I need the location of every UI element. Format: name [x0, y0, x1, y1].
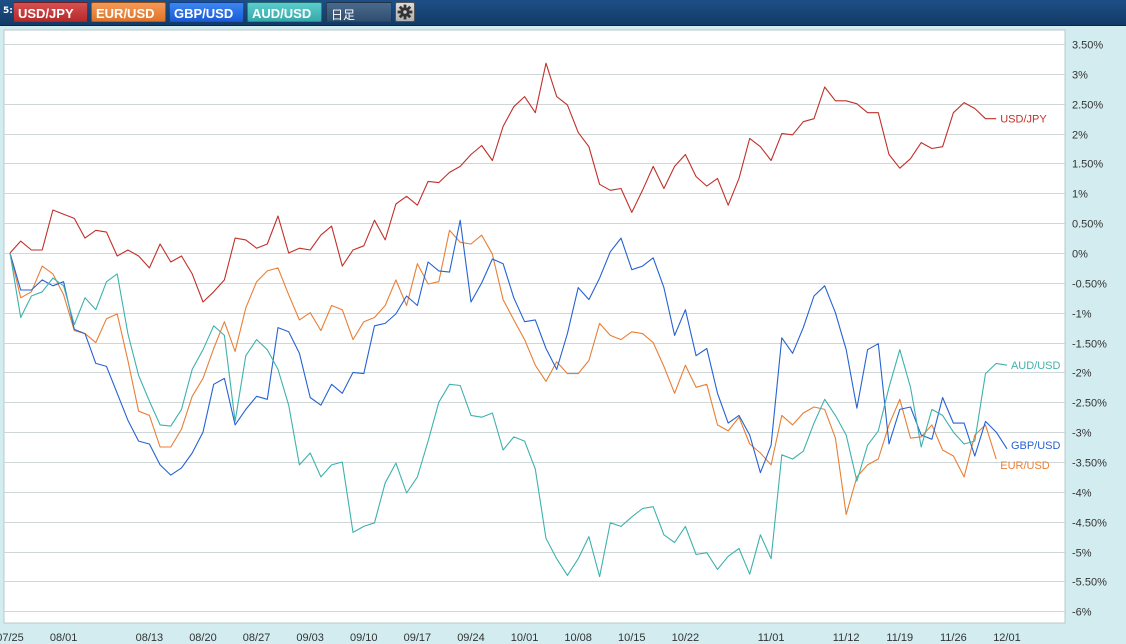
toolbar: 5: USD/JPY EUR/USD GBP/USD AUD/USD 日足 [0, 0, 1126, 26]
chart: 3.50% 3% 2.50% 2% 1.50% 1% 0.50% 0% -0.50% -1% -1.… [0, 29, 1107, 644]
y-tick-label: -1.50% [1072, 339, 1107, 351]
y-tick-label: 2.50% [1072, 100, 1103, 112]
y-axis: 3.50% 3% 2.50% 2% 1.50% 1% 0.50% 0% -0.50% -1% -1.… [1072, 40, 1107, 619]
y-tick-label: -2.50% [1072, 398, 1107, 410]
tab-daily-timeframe[interactable]: 日足 [326, 2, 392, 22]
y-tick-label: -0.50% [1072, 279, 1107, 291]
series-line-eur-usd [9, 229, 997, 516]
y-tick-label: -3.50% [1072, 458, 1107, 470]
series-labels: USD/JPY EUR/USD GBP/USD AUD/USD [1000, 114, 1060, 472]
x-tick-label: 11/26 [940, 632, 967, 644]
x-tick-label: 11/19 [886, 632, 913, 644]
y-tick-label: -6% [1072, 607, 1092, 619]
x-tick-label: 11/12 [833, 632, 860, 644]
y-tick-label: -4.50% [1072, 518, 1107, 530]
y-tick-label: -3% [1072, 428, 1092, 440]
x-tick-label: 12/01 [993, 632, 1021, 644]
y-tick-label: 2% [1072, 130, 1088, 142]
x-tick-label: 11/01 [758, 632, 785, 644]
x-tick-label: 09/10 [350, 632, 378, 644]
tab-usd-jpy[interactable]: USD/JPY [13, 2, 88, 22]
series-line-usd-jpy [9, 62, 997, 303]
series-line-aud-usd [9, 252, 1008, 578]
y-tick-label: -5.50% [1072, 577, 1107, 589]
gear-icon [397, 4, 413, 20]
series-label-usd-jpy: USD/JPY [1000, 114, 1047, 126]
series-label-eur-usd: EUR/USD [1000, 460, 1050, 472]
x-tick-label: 10/01 [511, 632, 539, 644]
tab-gbp-usd[interactable]: GBP/USD [169, 2, 244, 22]
x-tick-label: 09/24 [457, 632, 485, 644]
x-tick-label: 10/08 [564, 632, 592, 644]
tab-aud-usd[interactable]: AUD/USD [247, 2, 322, 22]
y-tick-label: -2% [1072, 368, 1092, 380]
y-tick-label: 0.50% [1072, 219, 1103, 231]
plot-area [3, 29, 1066, 624]
tab-eur-usd[interactable]: EUR/USD [91, 2, 166, 22]
x-tick-label: 08/27 [243, 632, 271, 644]
toolbar-lead-marker: 5: [3, 6, 13, 16]
x-tick-label: 08/01 [50, 632, 78, 644]
x-tick-label: 10/15 [618, 632, 646, 644]
settings-button[interactable] [395, 2, 415, 22]
y-tick-label: -1% [1072, 309, 1092, 321]
series-lines [9, 62, 1008, 578]
x-tick-label: 09/17 [404, 632, 432, 644]
y-tick-label: -4% [1072, 488, 1092, 500]
x-tick-label: 09/03 [296, 632, 324, 644]
y-tick-label: 1% [1072, 189, 1088, 201]
x-tick-label: 07/25 [0, 632, 24, 644]
grid-lines [4, 44, 1065, 612]
series-label-gbp-usd: GBP/USD [1011, 440, 1061, 452]
y-tick-label: 3.50% [1072, 40, 1103, 52]
y-tick-label: 0% [1072, 249, 1088, 261]
y-tick-label: -5% [1072, 548, 1092, 560]
x-tick-label: 08/20 [189, 632, 217, 644]
y-tick-label: 3% [1072, 70, 1088, 82]
series-label-aud-usd: AUD/USD [1011, 360, 1061, 372]
series-line-gbp-usd [9, 219, 1008, 476]
y-tick-label: 1.50% [1072, 159, 1103, 171]
x-tick-label: 08/13 [136, 632, 164, 644]
x-tick-label: 10/22 [672, 632, 700, 644]
x-axis: 07/25 08/01 08/13 08/20 08/27 09/03 09/10 09/17… [0, 632, 1021, 644]
